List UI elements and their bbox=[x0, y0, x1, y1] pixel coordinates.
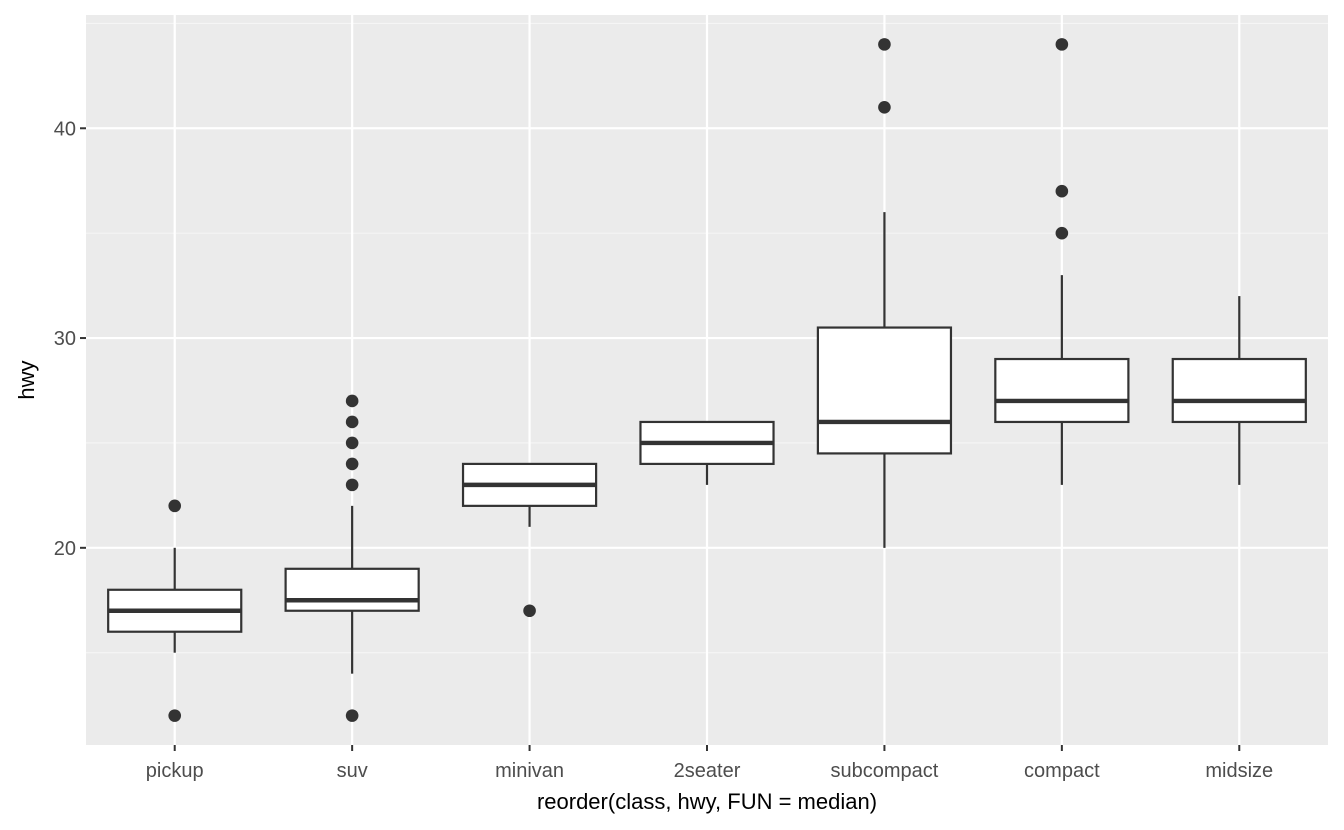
outlier-point bbox=[1055, 184, 1069, 198]
outlier-point bbox=[345, 709, 359, 722]
x-axis-title: reorder(class, hwy, FUN = median) bbox=[537, 789, 877, 814]
outlier-point bbox=[1055, 226, 1069, 240]
box-suv bbox=[284, 394, 420, 722]
outlier-point bbox=[878, 38, 891, 51]
boxes-layer bbox=[107, 38, 1307, 722]
box-iqr bbox=[994, 357, 1130, 424]
outlier-point bbox=[345, 394, 359, 408]
y-tick-label: 30 bbox=[54, 328, 76, 350]
y-tick-label: 20 bbox=[54, 538, 76, 560]
outlier-point bbox=[168, 709, 182, 722]
y-axis-title: hwy bbox=[14, 360, 39, 399]
outlier-point bbox=[1055, 38, 1069, 51]
outlier-point bbox=[345, 436, 359, 450]
y-tick-label: 40 bbox=[54, 118, 76, 140]
x-tick-label: 2seater bbox=[674, 760, 741, 782]
box-2seater bbox=[639, 420, 775, 485]
box-iqr bbox=[1171, 357, 1307, 424]
x-tick-label: subcompact bbox=[831, 760, 939, 782]
x-tick-label: suv bbox=[337, 760, 368, 782]
outlier-point bbox=[878, 100, 891, 114]
box-minivan bbox=[461, 462, 598, 618]
outlier-point bbox=[345, 478, 359, 492]
outlier-point bbox=[168, 499, 182, 513]
outlier-point bbox=[345, 457, 359, 471]
x-tick-label: compact bbox=[1024, 760, 1100, 782]
x-tick-label: minivan bbox=[495, 760, 564, 782]
box-iqr bbox=[816, 326, 953, 455]
y-axis: 20 30 40 bbox=[54, 118, 86, 560]
outlier-point bbox=[523, 604, 536, 618]
box-iqr bbox=[284, 567, 420, 612]
box-midsize bbox=[1171, 296, 1307, 485]
box-subcompact bbox=[816, 38, 953, 548]
x-axis: pickup suv minivan 2seater subcompact compact… bbox=[146, 745, 1273, 782]
box-pickup bbox=[107, 499, 243, 722]
x-tick-label: pickup bbox=[146, 760, 204, 782]
x-tick-label: midsize bbox=[1205, 760, 1273, 782]
box-compact bbox=[994, 38, 1130, 485]
outlier-point bbox=[345, 415, 359, 429]
